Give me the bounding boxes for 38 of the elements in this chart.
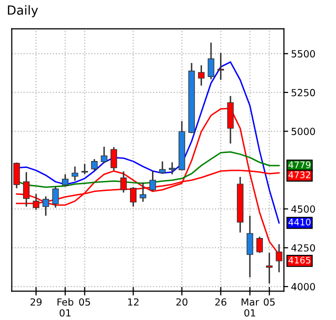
candlestick (62, 174, 68, 188)
candlestick (72, 166, 78, 182)
candlestick (110, 146, 118, 172)
chart-title: Daily (8, 5, 38, 18)
candlestick (168, 162, 176, 175)
candlestick (100, 146, 108, 164)
candlestick (256, 236, 263, 254)
candlestick (149, 170, 156, 192)
y-tick-label: 5250 (292, 88, 315, 96)
y-tick-label: 4500 (291, 205, 315, 213)
x-tick-label: 20 (176, 298, 188, 306)
data-label: 4410 (288, 218, 310, 226)
candlestick (140, 182, 146, 202)
text: 4165 (288, 256, 310, 264)
candlestick (246, 215, 254, 278)
x-tick-label: 05 (79, 298, 90, 306)
candlestick (217, 52, 224, 81)
y-tick-label: 4250 (291, 244, 315, 252)
data-label: 4732 (288, 171, 310, 178)
candlestick (91, 158, 98, 172)
x-tick-label: 05 (264, 298, 275, 306)
x-tick-label: 26 (215, 298, 226, 306)
candlestick (42, 196, 50, 216)
candlestick (159, 160, 166, 174)
x-tick-label: Mar 01 (242, 298, 260, 317)
candlestick (266, 252, 273, 284)
candlestick (81, 163, 88, 175)
candlestick (52, 186, 59, 208)
x-tick-label: 12 (128, 298, 138, 306)
y-tick-label: 5500 (292, 50, 315, 58)
x-tick-label: 29 (30, 298, 42, 306)
candlestick (198, 64, 205, 86)
x-tick-label: Feb 01 (58, 298, 74, 317)
y-tick-label: 4000 (291, 283, 315, 290)
candlestick (208, 42, 214, 80)
candlestick (13, 162, 20, 189)
data-label: 4779 (288, 161, 310, 168)
y-tick-label: 5000 (292, 128, 315, 136)
